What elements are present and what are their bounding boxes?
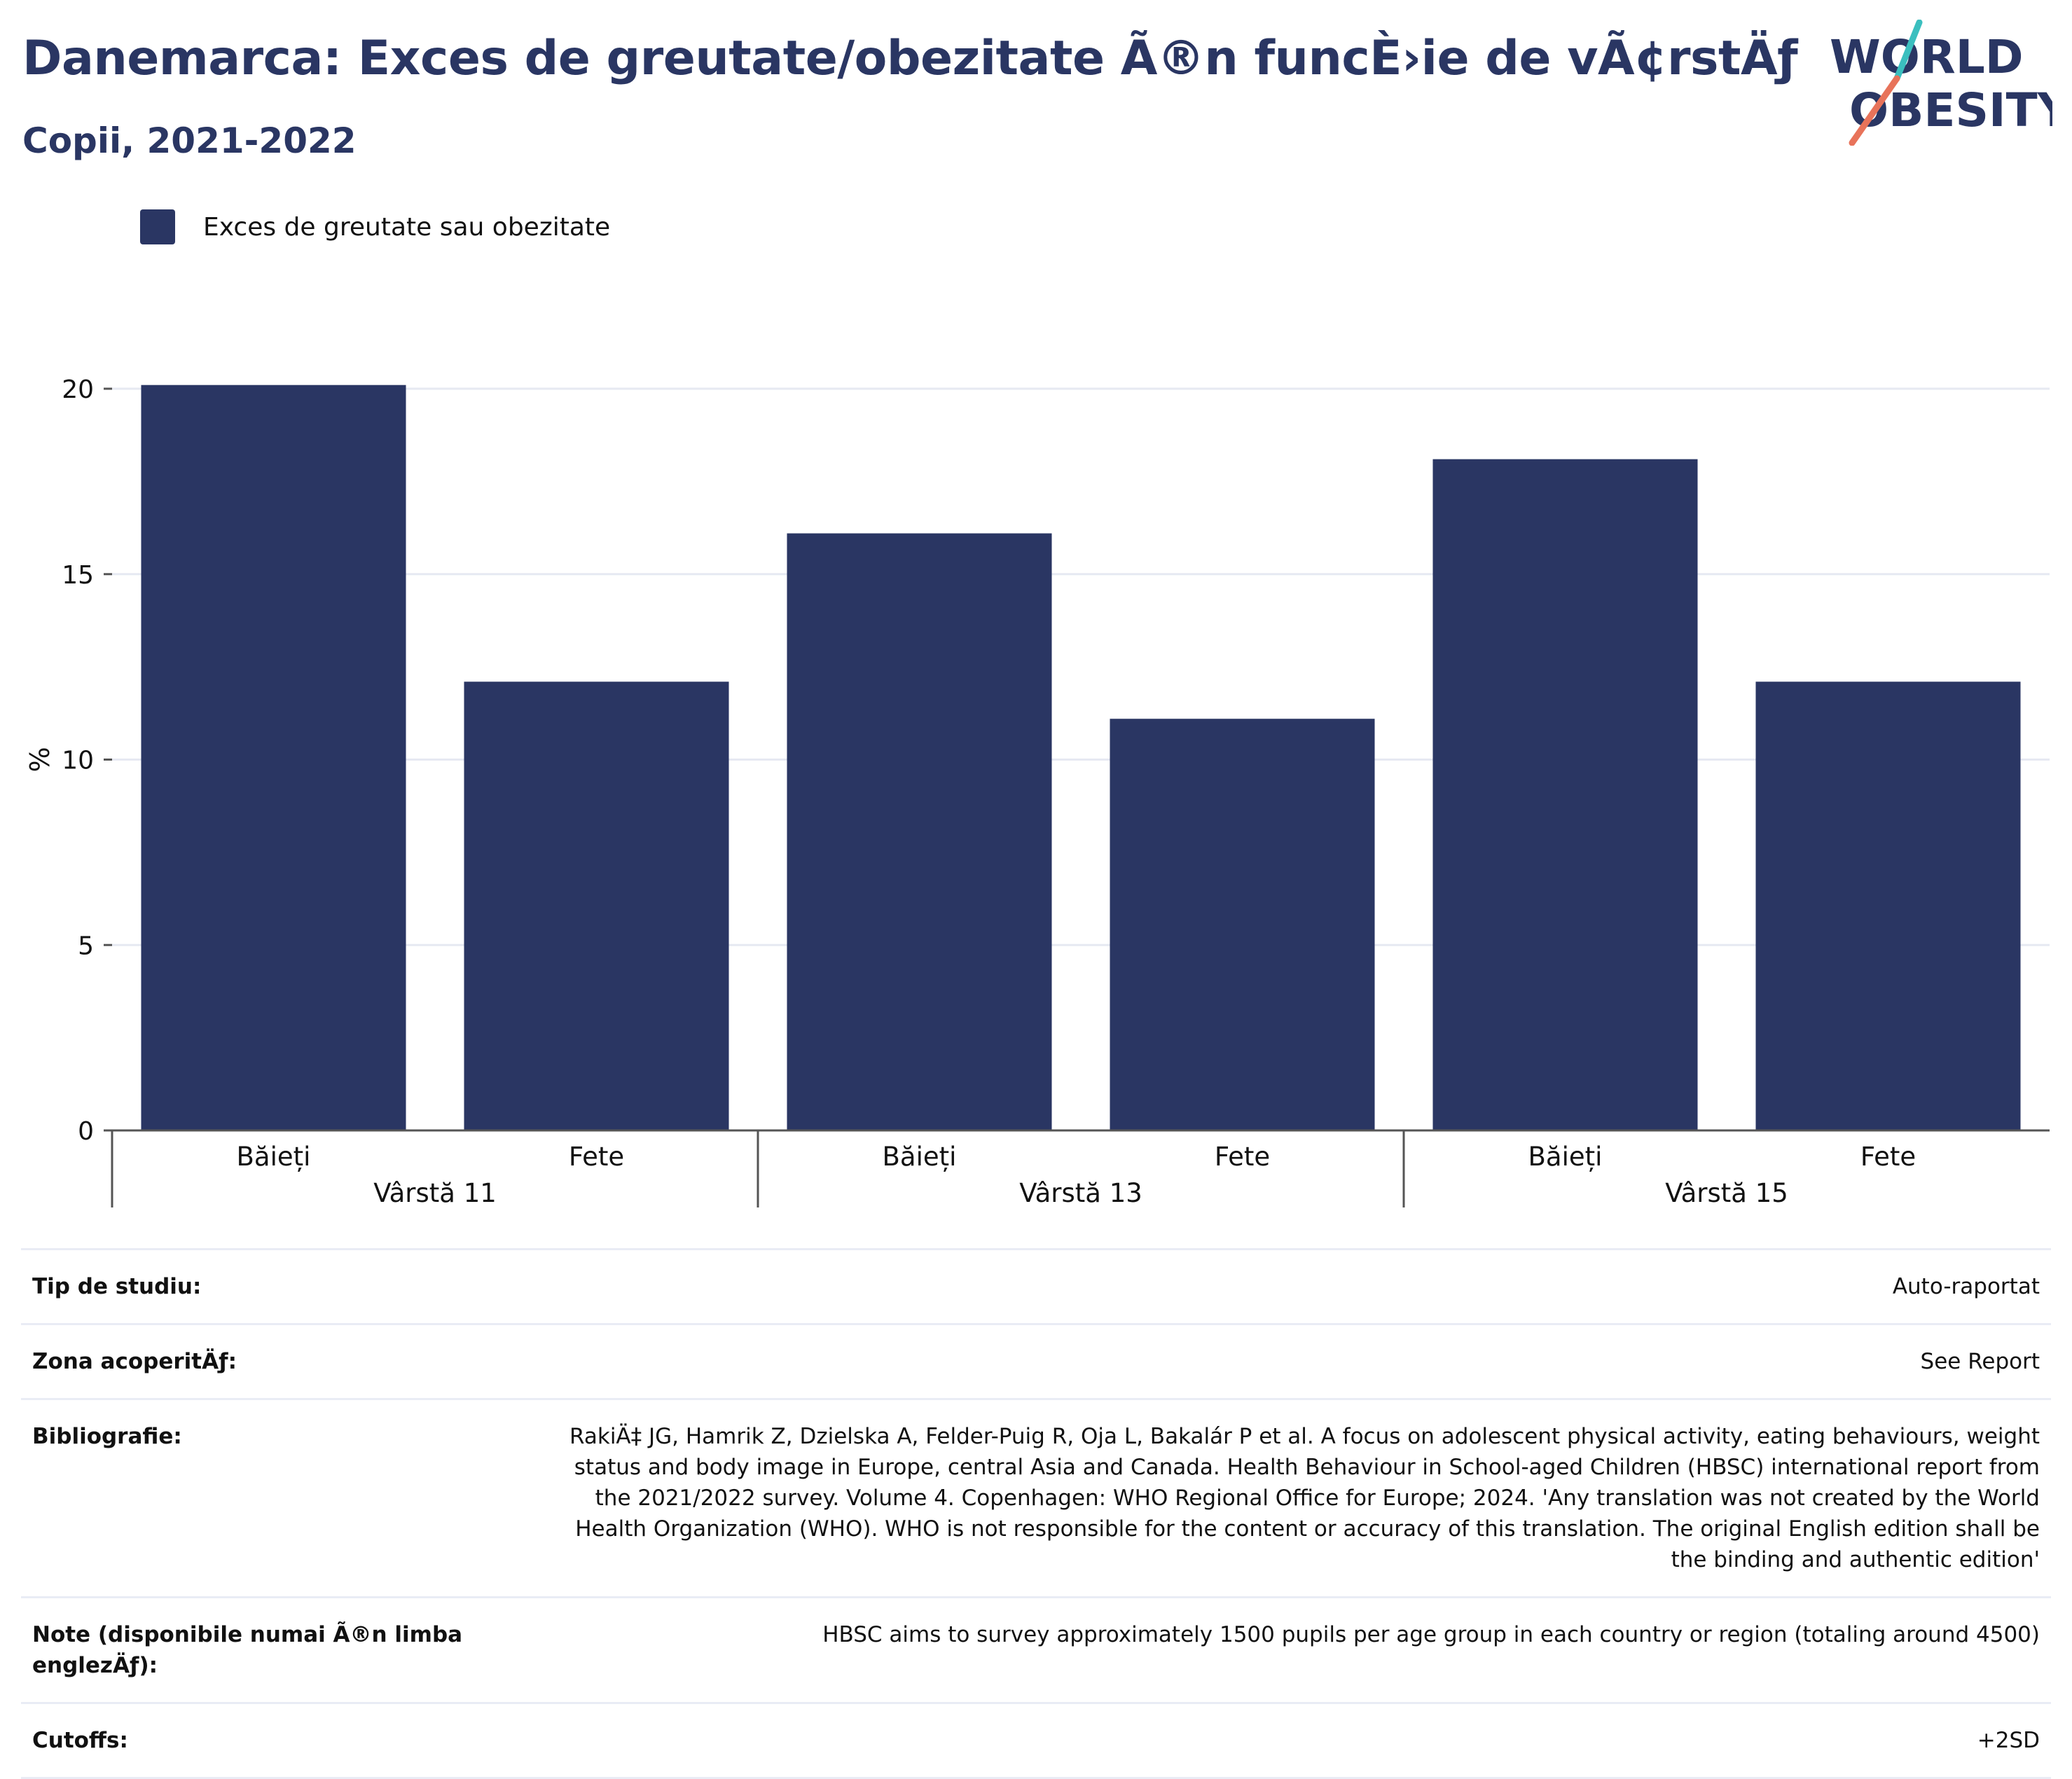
info-label: Tip de studiu:	[32, 1274, 202, 1299]
logo-line-world: WORLD	[1830, 30, 2024, 84]
info-label: Bibliografie:	[32, 1424, 182, 1449]
info-row-coverage: Zona acoperitÄƒ: See Report	[21, 1323, 2051, 1398]
bars	[141, 385, 2021, 1130]
legend-swatch	[140, 209, 175, 244]
y-tick-label: 5	[78, 932, 94, 960]
info-label: Zona acoperitÄƒ:	[32, 1349, 237, 1374]
x-group-label: Vârstă 13	[1019, 1178, 1142, 1208]
logo-slash-top	[1893, 20, 1923, 82]
bar	[1755, 681, 2021, 1130]
y-axis-label: %	[25, 747, 55, 772]
info-row-bibliography: Bibliografie: RakiÄ‡ JG, Hamrik Z, Dziel…	[21, 1398, 2051, 1596]
axis-labels: 0 5 10 15 20% Băieți Fete Vârstă 11 Băieți Fete Vâ…	[25, 375, 1916, 1208]
y-tick-label: 15	[62, 561, 94, 590]
x-group-label: Vârstă 11	[373, 1178, 497, 1208]
x-category-label: Fete	[1860, 1142, 1916, 1172]
x-category-label: Băieți	[883, 1142, 957, 1172]
axes	[104, 387, 2050, 1207]
world-obesity-logo: WORLD OBESITY	[1830, 20, 2052, 146]
legend-label: Exces de greutate sau obezitate	[203, 212, 611, 242]
chart-subtitle: Copii, 2021-2022	[22, 120, 357, 161]
bar	[141, 385, 406, 1130]
logo-line-obesity: OBESITY	[1849, 83, 2052, 137]
x-category-label: Fete	[1215, 1142, 1270, 1172]
info-value: Auto-raportat	[1892, 1274, 2040, 1299]
y-tick-label: 0	[78, 1117, 94, 1146]
info-value: +2SD	[1977, 1728, 2040, 1753]
y-tick-label: 20	[62, 375, 94, 404]
x-category-label: Băieți	[237, 1142, 311, 1172]
bar	[787, 533, 1052, 1130]
chart-legend[interactable]: Exces de greutate sau obezitate	[140, 209, 610, 245]
info-label: Note (disponibile numai Ã®n limba englez…	[32, 1622, 463, 1678]
x-category-label: Băieți	[1528, 1142, 1603, 1172]
x-group-label: Vârstă 15	[1665, 1178, 1788, 1208]
info-table: Tip de studiu: Auto-raportat Zona acoper…	[21, 1248, 2051, 1779]
chart-title: Danemarca: Exces de greutate/obezitate Ã…	[22, 31, 1798, 86]
info-row-cutoffs: Cutoffs: +2SD	[21, 1702, 2051, 1779]
x-category-label: Fete	[569, 1142, 624, 1172]
info-value: See Report	[1920, 1349, 2040, 1374]
logo-slash-bottom	[1849, 75, 1900, 146]
bar	[464, 681, 729, 1130]
bar-chart: 0 5 10 15 20% Băieți Fete Vârstă 11 Băieți Fete Vâ…	[25, 375, 2050, 1208]
info-value: HBSC aims to survey approximately 1500 p…	[822, 1622, 2040, 1647]
info-value: RakiÄ‡ JG, Hamrik Z, Dzielska A, Felder-…	[569, 1424, 2040, 1572]
grid-lines	[112, 387, 2050, 946]
bar	[1432, 459, 1698, 1130]
info-row-notes: Note (disponibile numai Ã®n limba englez…	[21, 1596, 2051, 1702]
y-tick-label: 10	[62, 747, 94, 775]
info-row-study-type: Tip de studiu: Auto-raportat	[21, 1248, 2051, 1323]
bar	[1110, 719, 1375, 1130]
info-label: Cutoffs:	[32, 1728, 128, 1753]
